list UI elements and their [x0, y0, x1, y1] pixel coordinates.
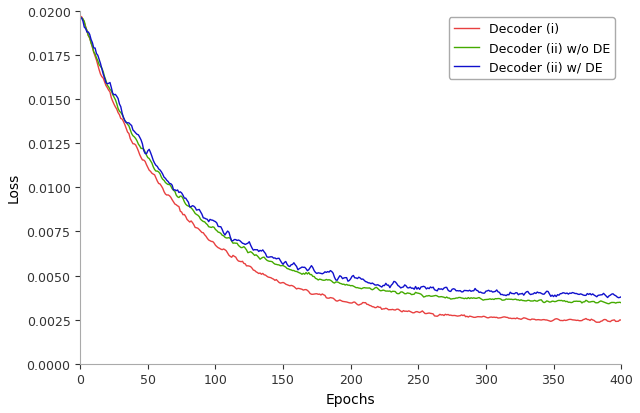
Decoder (i) — [291, 285, 299, 290]
Decoder (ii) w/ DE — [143, 152, 150, 157]
Decoder (i) — [593, 320, 600, 325]
Legend: Decoder (i), Decoder (ii) w/o DE, Decoder (ii) w/ DE: Decoder (i), Decoder (ii) w/o DE, Decode… — [449, 18, 615, 79]
Y-axis label: Loss: Loss — [7, 173, 21, 203]
Decoder (ii) w/ DE — [470, 289, 477, 294]
Decoder (ii) w/o DE — [605, 301, 612, 306]
Line: Decoder (ii) w/o DE: Decoder (ii) w/o DE — [81, 19, 621, 304]
Decoder (ii) w/o DE — [253, 254, 261, 259]
Decoder (ii) w/o DE — [417, 292, 425, 297]
Decoder (i) — [253, 271, 261, 275]
Decoder (i) — [467, 314, 475, 319]
Decoder (i) — [617, 318, 625, 323]
Decoder (ii) w/ DE — [467, 289, 475, 294]
Decoder (ii) w/ DE — [417, 285, 425, 290]
Decoder (ii) w/o DE — [617, 301, 625, 306]
Decoder (ii) w/ DE — [253, 247, 261, 252]
Decoder (ii) w/o DE — [467, 296, 475, 301]
Decoder (i) — [77, 15, 85, 20]
Decoder (ii) w/o DE — [77, 17, 85, 21]
Decoder (i) — [470, 315, 477, 320]
Decoder (ii) w/o DE — [143, 153, 150, 158]
Decoder (ii) w/ DE — [77, 17, 85, 21]
Decoder (ii) w/ DE — [617, 294, 625, 299]
X-axis label: Epochs: Epochs — [326, 392, 376, 406]
Decoder (ii) w/o DE — [470, 296, 477, 301]
Decoder (i) — [143, 163, 150, 168]
Decoder (i) — [417, 310, 425, 315]
Line: Decoder (ii) w/ DE: Decoder (ii) w/ DE — [81, 19, 621, 298]
Line: Decoder (i): Decoder (i) — [81, 18, 621, 323]
Decoder (ii) w/o DE — [291, 269, 299, 274]
Decoder (ii) w/ DE — [614, 295, 622, 300]
Decoder (ii) w/ DE — [291, 263, 299, 268]
